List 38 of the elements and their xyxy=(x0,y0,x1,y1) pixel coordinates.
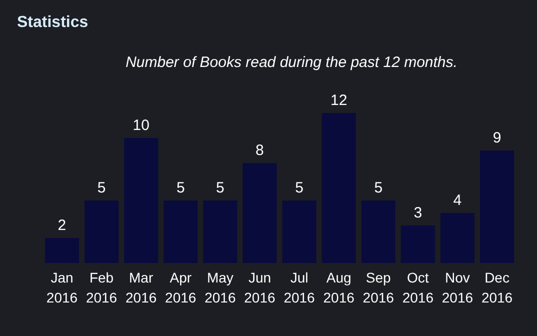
x-tick-label: Jun 2016 xyxy=(244,270,276,306)
x-tick-label: Mar 2016 xyxy=(126,270,157,306)
data-label: 9 xyxy=(492,130,502,146)
data-label: 10 xyxy=(132,117,150,134)
x-tick-label: Aug 2016 xyxy=(323,270,355,306)
data-label: 12 xyxy=(330,92,348,109)
data-label: 5 xyxy=(216,180,224,196)
bar xyxy=(203,200,238,263)
bar xyxy=(322,113,356,263)
bar xyxy=(124,138,158,263)
bar xyxy=(242,163,277,263)
x-tick-label: Feb 2016 xyxy=(86,270,118,306)
x-tick-label: Dec 2016 xyxy=(481,270,513,306)
bar xyxy=(400,226,435,263)
x-tick-label: Sep 2016 xyxy=(362,270,394,306)
bar xyxy=(164,200,198,263)
x-tick-label: Nov 2016 xyxy=(442,270,474,306)
bar xyxy=(361,200,396,263)
bar xyxy=(84,200,119,263)
bar xyxy=(282,200,316,263)
x-tick-label: Jan 2016 xyxy=(46,270,78,306)
bar xyxy=(44,238,79,263)
data-label: 5 xyxy=(374,180,383,196)
data-label: 3 xyxy=(414,204,422,222)
data-label: 5 xyxy=(176,180,185,196)
data-label: 5 xyxy=(295,180,304,196)
data-label: 5 xyxy=(97,180,106,196)
x-tick-label: Oct 2016 xyxy=(402,270,434,306)
data-label: 4 xyxy=(453,192,462,209)
x-tick-label: Apr 2016 xyxy=(165,270,196,306)
bar xyxy=(440,213,474,263)
x-tick-label: May 2016 xyxy=(204,270,236,306)
chart-subtitle: Number of Books read during the past 12 months. xyxy=(126,54,458,71)
x-tick-label: Jul 2016 xyxy=(284,270,316,306)
chart-title: Statistics xyxy=(17,14,88,31)
data-label: 8 xyxy=(256,142,264,159)
bar xyxy=(480,150,514,263)
data-label: 2 xyxy=(58,217,66,234)
